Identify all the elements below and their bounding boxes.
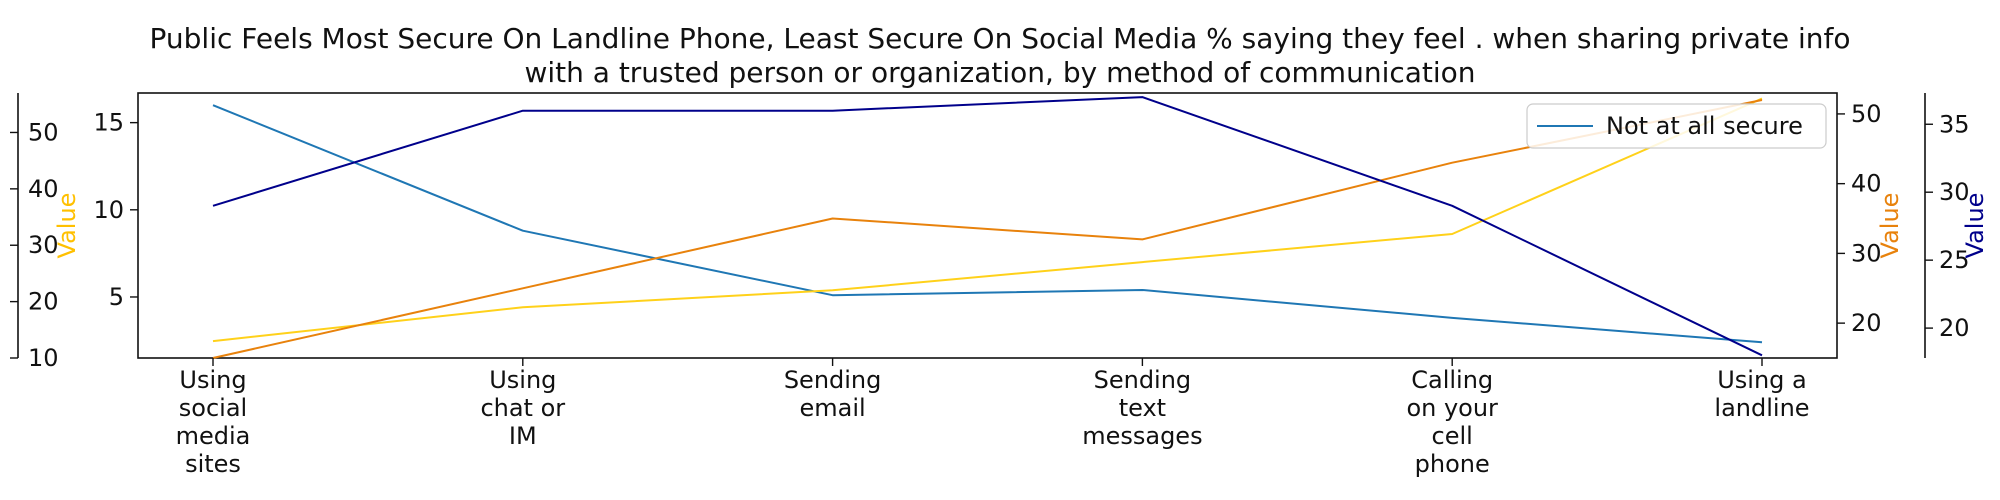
category-label: Calling on your cell phone [1406,366,1498,478]
right-inner-tick-label: 30 [1851,239,1882,267]
right-outer-tick-label: 25 [1939,246,1970,274]
category-label-line: Sending [784,366,882,394]
main-tick-label: 5 [109,283,124,311]
category-label: Sending text messages [1082,366,1202,450]
series-line-1 [212,104,1763,344]
right-inner-tick-label: 50 [1851,100,1882,128]
category-label-line: text [1119,394,1166,422]
right-inner-axis: 20 30 40 50 Value [1837,100,1904,337]
category-label-line: Calling [1411,366,1493,394]
axes-group: 5 10 15 10 20 30 40 50 Value 20 30 40 50 Value 20 25 30 3… [10,93,1989,372]
series-group [212,96,1763,359]
category-label-line: social [179,394,247,422]
plot-area [137,92,1838,359]
category-label-line: landline [1714,394,1809,422]
right-outer-tick-label: 20 [1939,314,1970,342]
right-inner-tick-label: 20 [1851,309,1882,337]
category-label-line: Using [489,366,556,394]
category-label: Sending email [784,366,882,422]
category-label-line: sites [185,450,241,478]
category-label: Using social media sites [176,366,251,478]
right-outer-axis: 20 25 30 35 Value [1924,93,1989,358]
legend-label: Not at all secure [1606,112,1803,140]
main-tick-label: 15 [93,109,124,137]
right-outer-axis-label: Value [1961,193,1989,259]
chart-title-line-2: with a trusted person or organization, b… [524,56,1475,89]
left-outer-tick-label: 30 [28,231,59,259]
left-outer-axis-label: Value [53,193,81,259]
right-outer-tick-label: 35 [1939,110,1970,138]
category-label-line: Using a [1717,366,1807,394]
category-label-line: Sending [1094,366,1192,394]
category-label-line: cell [1432,422,1473,450]
left-outer-tick-label: 10 [28,344,59,372]
category-label-line: email [800,394,866,422]
category-label: Using chat or IM [480,366,565,450]
category-label: Using a landline [1714,366,1809,422]
right-inner-tick-label: 40 [1851,170,1882,198]
legend: Not at all secure [1526,103,1827,149]
category-label-line: IM [509,422,537,450]
main-tick-label: 10 [93,196,124,224]
chart-title-line-1: Public Feels Most Secure On Landline Pho… [150,22,1851,55]
category-label-line: on your [1406,394,1498,422]
legend-box [1526,103,1827,149]
series-line-4 [212,96,1763,357]
series-line-2 [212,97,1763,343]
category-label-line: media [176,422,251,450]
left-outer-tick-label: 20 [28,288,59,316]
left-outer-axis: 10 20 30 40 50 Value [10,93,81,372]
series-line-3 [212,99,1763,359]
chart-title: Public Feels Most Secure On Landline Pho… [150,22,1851,89]
category-label-line: chat or [480,394,565,422]
category-label-line: messages [1082,422,1202,450]
left-outer-tick-label: 50 [28,118,59,146]
right-inner-axis-label: Value [1876,193,1904,259]
main-axis: 5 10 15 [93,109,138,311]
left-outer-tick-label: 40 [28,175,59,203]
right-outer-tick-label: 30 [1939,178,1970,206]
category-label-line: Using [179,366,246,394]
category-label-line: phone [1415,450,1490,478]
